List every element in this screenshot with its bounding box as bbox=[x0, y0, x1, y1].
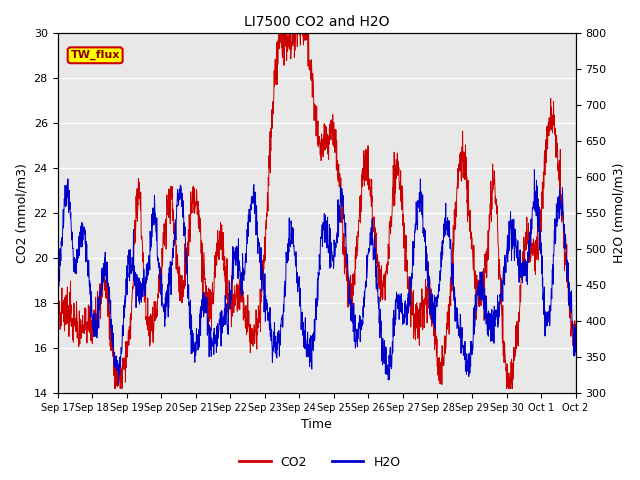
CO2 bbox=[462, 154, 470, 160]
Line: H2O: H2O bbox=[58, 170, 575, 384]
Y-axis label: CO2 (mmol/m3): CO2 (mmol/m3) bbox=[15, 163, 28, 263]
H2O bbox=[531, 167, 538, 173]
Legend: CO2, H2O: CO2, H2O bbox=[234, 451, 406, 474]
H2O bbox=[306, 363, 314, 369]
Y-axis label: H2O (mmol/m3): H2O (mmol/m3) bbox=[612, 163, 625, 264]
X-axis label: Time: Time bbox=[301, 419, 332, 432]
H2O bbox=[80, 226, 88, 232]
CO2 bbox=[275, 30, 283, 36]
CO2 bbox=[292, 30, 300, 36]
H2O bbox=[462, 363, 470, 369]
CO2 bbox=[557, 192, 565, 198]
CO2 bbox=[557, 191, 564, 197]
Text: TW_flux: TW_flux bbox=[70, 50, 120, 60]
H2O bbox=[292, 249, 300, 254]
H2O bbox=[115, 381, 122, 387]
H2O bbox=[54, 290, 61, 296]
CO2 bbox=[80, 322, 88, 328]
CO2 bbox=[572, 334, 579, 340]
CO2 bbox=[54, 305, 61, 311]
H2O bbox=[557, 205, 565, 211]
CO2 bbox=[111, 386, 118, 392]
CO2 bbox=[306, 58, 314, 63]
H2O bbox=[572, 322, 579, 327]
Line: CO2: CO2 bbox=[58, 33, 575, 389]
H2O bbox=[557, 204, 564, 209]
Title: LI7500 CO2 and H2O: LI7500 CO2 and H2O bbox=[244, 15, 389, 29]
